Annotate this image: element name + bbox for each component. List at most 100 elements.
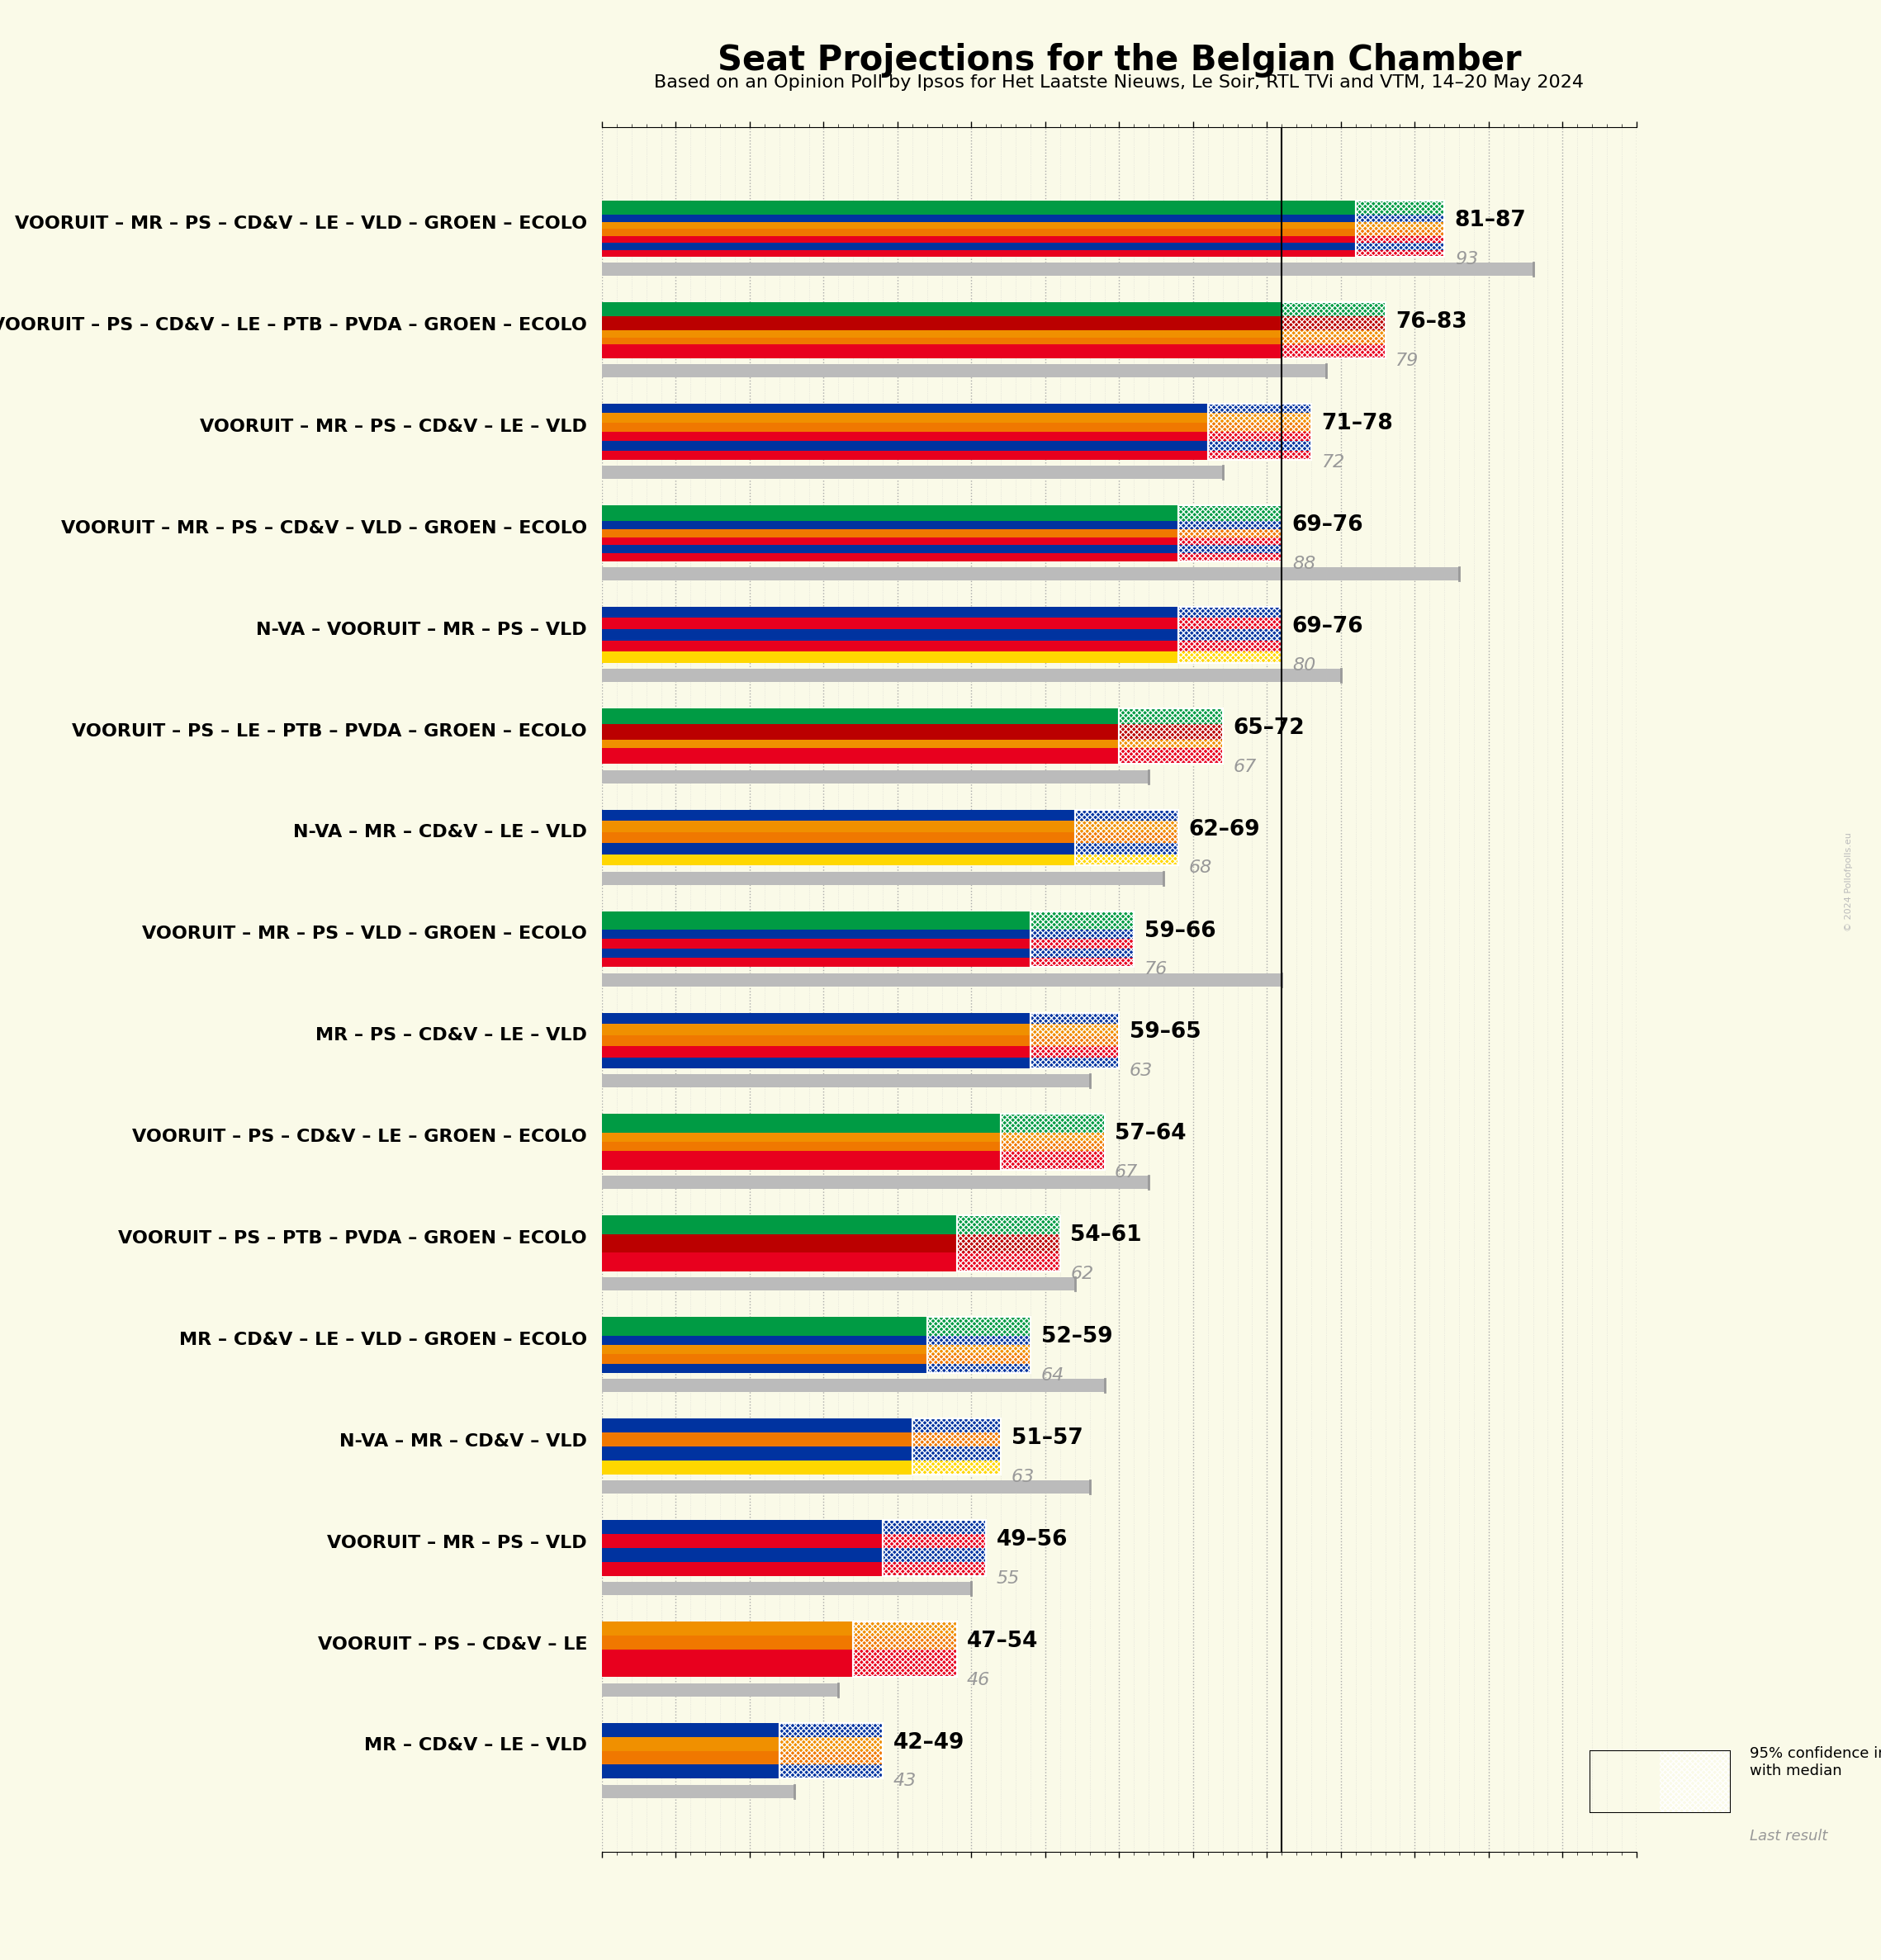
Bar	[1001, 1113, 1104, 1170]
Bar	[602, 921, 1134, 929]
Text: 67: 67	[1115, 1164, 1138, 1180]
Bar	[602, 1143, 1104, 1151]
Bar	[602, 1519, 986, 1535]
Bar	[602, 451, 1311, 461]
Bar	[1356, 202, 1445, 257]
Bar	[602, 757, 1223, 764]
Bar	[602, 1364, 1031, 1372]
Bar	[1031, 1013, 1119, 1068]
Bar	[1074, 809, 1178, 866]
Bar	[602, 1215, 1061, 1225]
Bar	[602, 1278, 1074, 1290]
Text: Seat Projections for the Belgian Chamber: Seat Projections for the Belgian Chamber	[717, 43, 1522, 78]
Text: 63: 63	[1012, 1468, 1035, 1486]
Bar	[1178, 506, 1281, 561]
Bar	[602, 1621, 957, 1635]
Bar	[602, 843, 1178, 855]
Bar	[602, 929, 1134, 939]
Text: MR – CD&V – LE – VLD: MR – CD&V – LE – VLD	[365, 1737, 587, 1754]
Bar	[927, 1317, 1031, 1372]
Bar	[1281, 302, 1384, 359]
Text: 47–54: 47–54	[967, 1631, 1038, 1652]
Bar	[1074, 809, 1178, 866]
Bar	[602, 770, 1149, 784]
Bar	[602, 668, 1341, 682]
Text: 43: 43	[893, 1774, 916, 1789]
Bar	[602, 1723, 882, 1737]
Text: 69–76: 69–76	[1292, 615, 1364, 637]
Bar	[602, 545, 1281, 553]
Bar	[602, 221, 1445, 229]
Text: N-VA – VOORUIT – MR – PS – VLD: N-VA – VOORUIT – MR – PS – VLD	[256, 621, 587, 637]
Text: 81–87: 81–87	[1454, 210, 1525, 231]
Bar	[602, 939, 1134, 949]
Text: 59–65: 59–65	[1130, 1021, 1202, 1043]
Bar	[602, 1460, 1001, 1474]
Bar	[1178, 608, 1281, 662]
Bar	[602, 1648, 957, 1664]
Bar	[602, 608, 1281, 617]
Text: MR – PS – CD&V – LE – VLD: MR – PS – CD&V – LE – VLD	[316, 1027, 587, 1045]
Bar	[602, 629, 1281, 641]
Bar	[602, 1737, 882, 1750]
Text: VOORUIT – PS – CD&V – LE: VOORUIT – PS – CD&V – LE	[318, 1637, 587, 1652]
Bar	[602, 1354, 1031, 1364]
Bar	[602, 365, 1326, 378]
Bar	[779, 1723, 882, 1778]
Text: VOORUIT – MR – PS – CD&V – LE – VLD – GROEN – ECOLO: VOORUIT – MR – PS – CD&V – LE – VLD – GR…	[15, 216, 587, 231]
Bar	[602, 249, 1445, 257]
Bar	[602, 1562, 986, 1576]
Bar	[602, 1074, 1089, 1088]
Text: 76: 76	[1144, 960, 1168, 978]
Bar	[602, 741, 1223, 749]
Bar	[602, 1635, 957, 1648]
Text: 62: 62	[1070, 1266, 1093, 1282]
Bar	[602, 872, 1164, 884]
Bar	[957, 1215, 1061, 1272]
Bar	[602, 537, 1281, 545]
Bar	[602, 1151, 1104, 1160]
Text: VOORUIT – PS – PTB – PVDA – GROEN – ECOLO: VOORUIT – PS – PTB – PVDA – GROEN – ECOL…	[119, 1231, 587, 1247]
Bar	[602, 1243, 1061, 1252]
Text: 64: 64	[1040, 1366, 1065, 1384]
Text: 79: 79	[1396, 353, 1418, 368]
Bar	[602, 617, 1281, 629]
Bar	[602, 1582, 971, 1595]
Bar	[957, 1215, 1061, 1272]
Bar	[602, 1419, 1001, 1433]
Bar	[1119, 708, 1223, 764]
Bar	[602, 1750, 882, 1764]
Bar	[602, 566, 1460, 580]
Text: 62–69: 62–69	[1189, 819, 1260, 841]
Text: 72: 72	[1322, 455, 1345, 470]
Bar	[602, 423, 1311, 431]
Bar	[602, 506, 1281, 514]
Bar	[1031, 911, 1134, 966]
Bar	[1659, 1750, 1731, 1813]
Bar	[1178, 506, 1281, 561]
Bar	[602, 1480, 1089, 1494]
Bar	[602, 1433, 1001, 1446]
Text: 80: 80	[1292, 657, 1315, 674]
Text: 55: 55	[997, 1570, 1020, 1586]
Bar	[602, 972, 1281, 986]
Bar	[602, 1160, 1104, 1170]
Bar	[602, 263, 1533, 276]
Bar	[602, 331, 1384, 337]
Bar	[602, 1113, 1104, 1123]
Bar	[602, 1013, 1119, 1023]
Text: 52–59: 52–59	[1040, 1327, 1112, 1348]
Bar	[602, 404, 1311, 414]
Bar	[602, 1684, 839, 1697]
Bar	[602, 1252, 1061, 1262]
Text: VOORUIT – MR – PS – CD&V – LE – VLD: VOORUIT – MR – PS – CD&V – LE – VLD	[199, 417, 587, 435]
Bar	[602, 202, 1445, 208]
Text: 46: 46	[967, 1672, 989, 1688]
Text: 65–72: 65–72	[1234, 717, 1305, 739]
Text: N-VA – MR – CD&V – LE – VLD: N-VA – MR – CD&V – LE – VLD	[293, 825, 587, 841]
Text: 42–49: 42–49	[893, 1733, 965, 1754]
Bar	[602, 1764, 882, 1778]
Bar	[854, 1621, 957, 1678]
Bar	[602, 1035, 1119, 1047]
Text: VOORUIT – PS – CD&V – LE – GROEN – ECOLO: VOORUIT – PS – CD&V – LE – GROEN – ECOLO	[132, 1129, 587, 1145]
